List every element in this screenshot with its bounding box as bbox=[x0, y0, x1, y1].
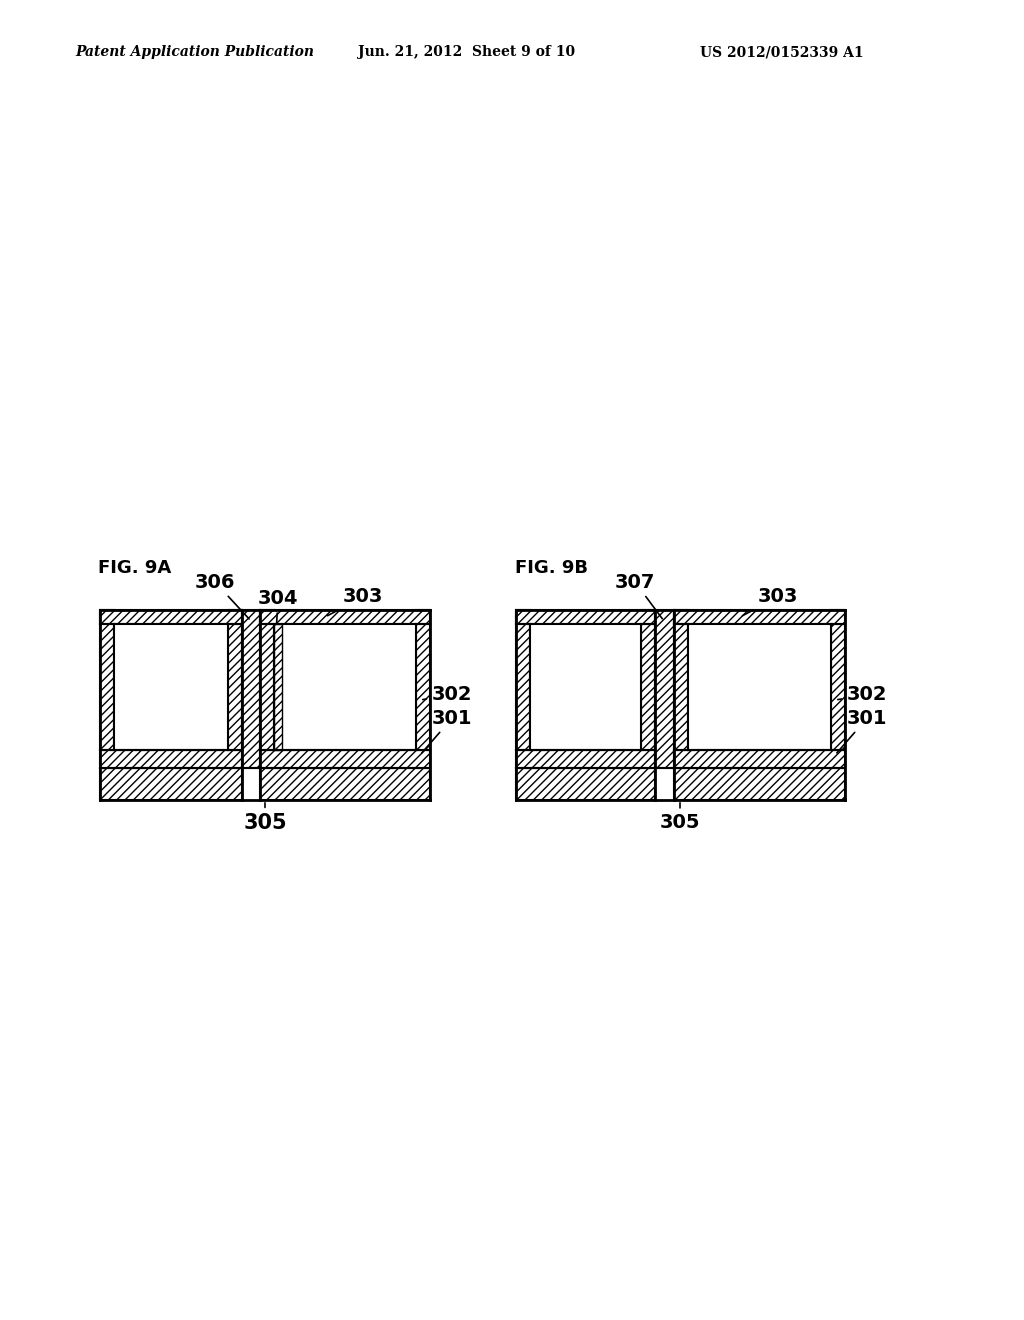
Bar bbox=[655, 610, 674, 768]
Bar bbox=[416, 610, 430, 750]
Text: 302: 302 bbox=[423, 685, 472, 705]
Bar bbox=[516, 768, 655, 800]
Text: 303: 303 bbox=[742, 587, 799, 615]
Text: 302: 302 bbox=[838, 685, 888, 705]
Bar bbox=[674, 610, 688, 750]
Text: 307: 307 bbox=[614, 573, 663, 619]
Text: FIG. 9B: FIG. 9B bbox=[515, 558, 588, 577]
Bar bbox=[674, 610, 845, 624]
Text: 301: 301 bbox=[422, 709, 472, 752]
Text: 304: 304 bbox=[258, 589, 298, 632]
Bar bbox=[242, 610, 260, 768]
Bar bbox=[260, 610, 430, 624]
Text: Jun. 21, 2012  Sheet 9 of 10: Jun. 21, 2012 Sheet 9 of 10 bbox=[358, 45, 575, 59]
Bar bbox=[100, 610, 242, 624]
Bar bbox=[274, 624, 282, 750]
Text: 306: 306 bbox=[195, 573, 249, 619]
Bar bbox=[274, 624, 416, 750]
Bar bbox=[260, 610, 274, 750]
Bar bbox=[114, 624, 228, 750]
Bar bbox=[530, 624, 641, 750]
Bar bbox=[260, 750, 430, 768]
Bar bbox=[228, 610, 242, 750]
Bar bbox=[641, 610, 655, 750]
Text: 301: 301 bbox=[837, 709, 888, 752]
Bar bbox=[100, 610, 114, 750]
Text: 303: 303 bbox=[328, 587, 383, 615]
Bar bbox=[516, 610, 530, 750]
Text: FIG. 9A: FIG. 9A bbox=[98, 558, 171, 577]
Bar bbox=[688, 624, 831, 750]
Bar bbox=[516, 750, 655, 768]
Bar bbox=[100, 750, 242, 768]
Text: 305: 305 bbox=[243, 803, 287, 833]
Text: US 2012/0152339 A1: US 2012/0152339 A1 bbox=[700, 45, 863, 59]
Bar bbox=[260, 768, 430, 800]
Bar bbox=[831, 610, 845, 750]
Bar bbox=[516, 610, 655, 624]
Text: 305: 305 bbox=[659, 803, 700, 833]
Bar bbox=[100, 768, 242, 800]
Text: Patent Application Publication: Patent Application Publication bbox=[75, 45, 314, 59]
Bar bbox=[674, 768, 845, 800]
Bar bbox=[674, 750, 845, 768]
